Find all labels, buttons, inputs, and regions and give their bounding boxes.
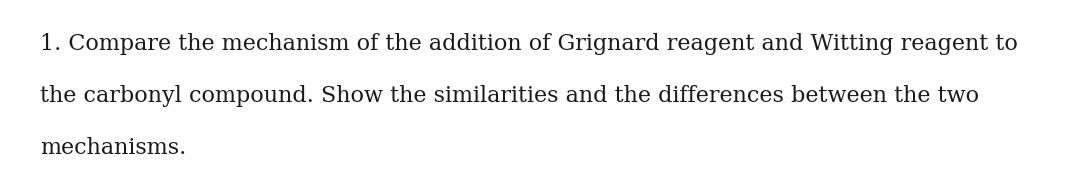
Text: 1. Compare the mechanism of the addition of Grignard reagent and Witting reagent: 1. Compare the mechanism of the addition… bbox=[40, 33, 1017, 55]
Text: the carbonyl compound. Show the similarities and the differences between the two: the carbonyl compound. Show the similari… bbox=[40, 85, 980, 107]
Text: mechanisms.: mechanisms. bbox=[40, 137, 186, 159]
